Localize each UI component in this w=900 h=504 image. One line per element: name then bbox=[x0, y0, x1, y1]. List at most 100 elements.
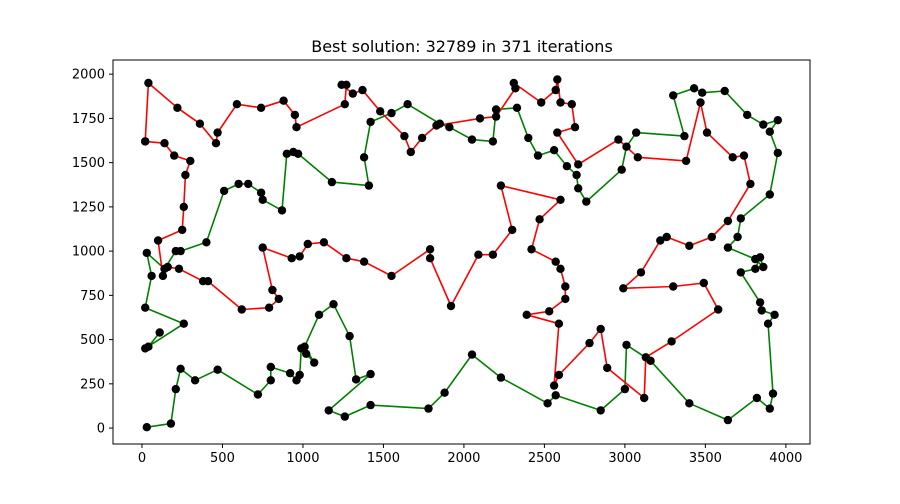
city-node bbox=[340, 412, 349, 421]
y-axis: 0 250 500 750 1000 1250 1500 1750 2000 bbox=[72, 68, 113, 437]
city-node bbox=[219, 186, 229, 196]
city-node bbox=[406, 147, 415, 157]
city-node bbox=[680, 131, 689, 141]
city-node bbox=[467, 350, 477, 359]
city-node bbox=[232, 100, 242, 109]
city-node bbox=[171, 384, 180, 394]
city-node bbox=[171, 246, 180, 256]
city-node bbox=[258, 243, 267, 252]
city-node bbox=[641, 353, 650, 362]
city-node bbox=[636, 268, 646, 277]
city-node bbox=[545, 307, 554, 316]
city-node bbox=[619, 284, 628, 293]
city-node bbox=[376, 107, 385, 116]
city-node bbox=[554, 319, 564, 328]
city-node bbox=[163, 262, 172, 272]
city-node bbox=[681, 156, 691, 166]
city-node bbox=[287, 254, 296, 263]
city-node bbox=[329, 300, 338, 309]
y-tick-label: 0 bbox=[97, 422, 105, 437]
city-node bbox=[292, 123, 301, 132]
city-node bbox=[213, 128, 222, 137]
city-node bbox=[773, 116, 782, 125]
city-node bbox=[445, 123, 454, 132]
city-node bbox=[537, 98, 546, 107]
city-node bbox=[736, 268, 745, 277]
x-tick-label: 2500 bbox=[528, 451, 561, 466]
city-node bbox=[211, 139, 221, 148]
city-node bbox=[314, 310, 324, 319]
city-node bbox=[266, 362, 275, 372]
city-node bbox=[759, 262, 768, 272]
city-node bbox=[446, 301, 456, 311]
city-node bbox=[190, 376, 200, 385]
city-node bbox=[237, 305, 246, 314]
city-node bbox=[765, 190, 774, 199]
node-layer bbox=[141, 75, 782, 432]
city-node bbox=[256, 103, 266, 113]
city-node bbox=[551, 257, 560, 266]
city-node bbox=[303, 239, 312, 249]
city-node bbox=[751, 254, 760, 264]
city-node bbox=[622, 340, 631, 350]
x-tick-label: 1500 bbox=[367, 451, 400, 466]
city-node bbox=[166, 419, 176, 428]
city-node bbox=[620, 384, 630, 394]
city-node bbox=[147, 271, 156, 281]
city-node bbox=[359, 257, 369, 266]
x-tick-label: 3500 bbox=[689, 451, 722, 466]
city-node bbox=[702, 128, 712, 137]
city-node bbox=[752, 393, 762, 403]
city-node bbox=[300, 342, 309, 351]
city-node bbox=[141, 303, 150, 312]
city-node bbox=[358, 85, 367, 95]
city-node bbox=[524, 133, 533, 143]
city-node bbox=[632, 128, 641, 137]
city-node bbox=[728, 153, 737, 162]
city-node bbox=[773, 148, 782, 158]
city-node bbox=[364, 181, 374, 190]
city-node bbox=[562, 162, 572, 171]
city-node bbox=[155, 328, 164, 337]
city-node bbox=[310, 358, 319, 367]
city-node bbox=[266, 376, 275, 385]
city-node bbox=[656, 236, 665, 245]
city-node bbox=[707, 232, 716, 242]
city-node bbox=[289, 147, 298, 157]
city-node bbox=[511, 84, 520, 93]
city-node bbox=[158, 271, 168, 281]
x-tick-label: 2000 bbox=[447, 451, 480, 466]
city-node bbox=[327, 177, 337, 187]
city-node bbox=[733, 232, 742, 242]
city-node bbox=[475, 114, 485, 123]
city-node bbox=[596, 324, 605, 334]
city-node bbox=[535, 215, 544, 224]
city-node bbox=[699, 278, 708, 288]
city-node bbox=[751, 264, 760, 273]
city-node bbox=[324, 406, 333, 415]
x-tick-label: 3000 bbox=[608, 451, 641, 466]
city-node bbox=[556, 264, 565, 273]
city-node bbox=[556, 195, 565, 204]
city-node bbox=[512, 103, 522, 113]
city-node bbox=[551, 85, 560, 95]
city-node bbox=[425, 245, 435, 254]
chart-title: Best solution: 32789 in 371 iterations bbox=[311, 37, 613, 56]
city-node bbox=[533, 151, 543, 160]
city-node bbox=[277, 206, 287, 215]
city-node bbox=[440, 388, 449, 397]
city-node bbox=[570, 123, 580, 132]
city-node bbox=[142, 423, 151, 432]
city-node bbox=[574, 160, 583, 169]
y-tick-label: 1250 bbox=[72, 200, 105, 215]
city-node bbox=[342, 254, 351, 263]
city-node bbox=[603, 363, 612, 373]
x-tick-label: 4000 bbox=[769, 451, 802, 466]
city-node bbox=[176, 364, 185, 373]
city-node bbox=[736, 214, 745, 223]
city-node bbox=[669, 91, 678, 100]
city-node bbox=[282, 149, 291, 158]
city-node bbox=[351, 375, 361, 384]
city-node bbox=[765, 404, 774, 413]
city-node bbox=[554, 370, 564, 380]
